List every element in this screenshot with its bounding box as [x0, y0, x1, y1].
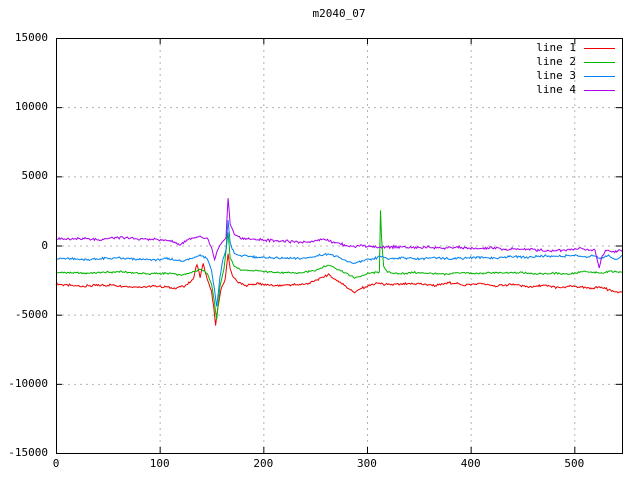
- y-axis-tick-label: 15000: [14, 31, 48, 44]
- x-axis-tick-label: 0: [52, 457, 60, 470]
- series-line-1: [55, 253, 623, 326]
- legend-entry-line-2: line 2: [470, 55, 615, 69]
- chart-title: m2040_07: [312, 7, 366, 20]
- y-axis-tick-label: -15000: [8, 446, 48, 459]
- y-axis-tick-label: -10000: [8, 376, 48, 390]
- series-line-3: [56, 220, 623, 307]
- legend-entry-line-4: line 4: [470, 83, 615, 97]
- legend-label: line 2: [536, 55, 576, 68]
- legend-entry-line-3: line 3: [470, 69, 615, 83]
- legend-line-sample: [584, 47, 615, 49]
- x-axis-tick-label: 100: [149, 457, 170, 470]
- y-axis-tick-label: 10000: [14, 100, 48, 114]
- x-axis-tick-label: 400: [460, 457, 481, 470]
- legend-line-sample: [584, 89, 615, 91]
- series-line-4: [55, 198, 623, 269]
- legend: line 1 line 2 line 3 line 4: [470, 41, 615, 97]
- y-axis-tick-label: 5000: [21, 169, 49, 183]
- legend-label: line 4: [536, 83, 576, 96]
- y-axis-tick-label: 0: [41, 238, 48, 252]
- y-axis-tick-label: -5000: [14, 307, 48, 321]
- legend-entry-line-1: line 1: [470, 41, 615, 55]
- legend-line-sample: [584, 61, 615, 63]
- legend-label: line 3: [536, 69, 576, 82]
- legend-line-sample: [584, 75, 615, 77]
- legend-label: line 1: [536, 41, 576, 54]
- x-axis-tick-label: 200: [253, 457, 274, 470]
- series-line-2: [55, 210, 623, 320]
- x-axis-tick-label: 500: [564, 457, 585, 470]
- x-axis-tick-label: 300: [357, 457, 377, 470]
